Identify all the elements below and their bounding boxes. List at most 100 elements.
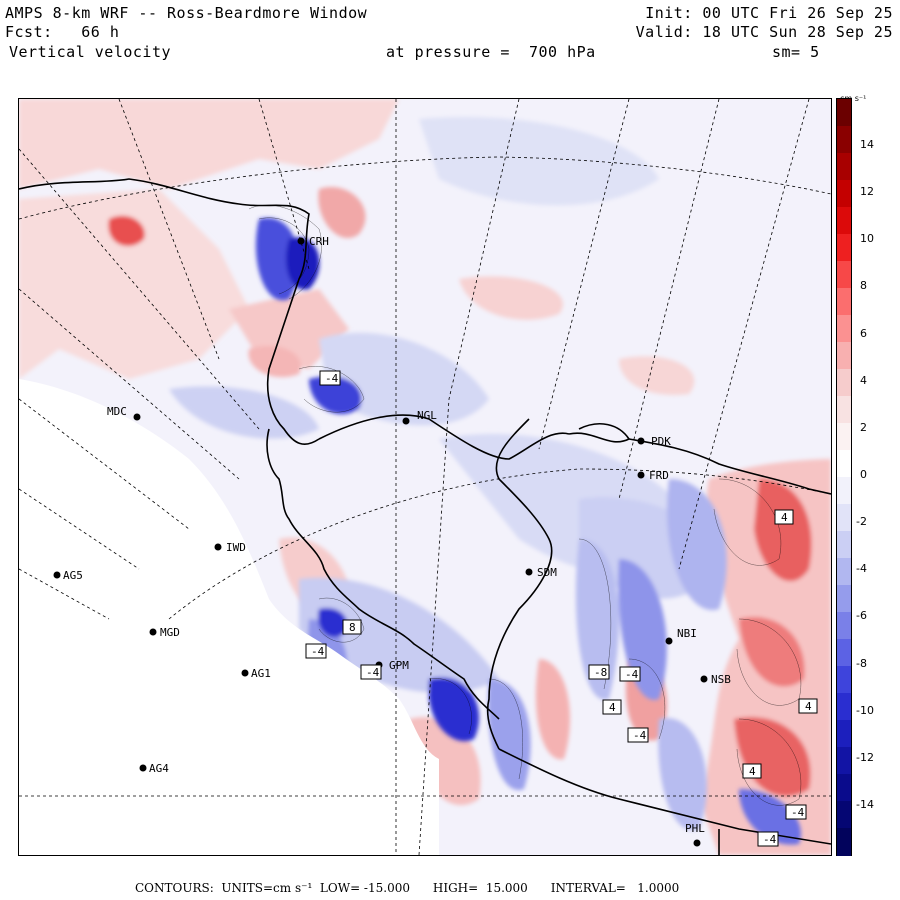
- station-dot-ngl: [402, 417, 410, 425]
- station-label-ngl: NGL: [417, 409, 437, 422]
- colorbar-tick-label: -8: [856, 656, 867, 670]
- colorbar-segment: [837, 234, 851, 262]
- station-dot-ag5: [53, 571, 61, 579]
- svg-text:-4: -4: [633, 729, 647, 742]
- station-label-nbi: NBI: [677, 627, 697, 640]
- svg-text:4: 4: [781, 511, 788, 524]
- svg-text:4: 4: [609, 701, 616, 714]
- colorbar-segment: [837, 639, 851, 667]
- contour-box: -4: [360, 664, 382, 680]
- coastline: [19, 178, 831, 855]
- colorbar-segment: [837, 693, 851, 721]
- svg-text:4: 4: [805, 700, 812, 713]
- station-dot-crh: [297, 237, 305, 245]
- colorbar-tick-label: -4: [856, 562, 867, 576]
- station-dot-sdm: [525, 568, 533, 576]
- station-markers: [53, 237, 708, 847]
- contour-box: 4: [774, 509, 794, 525]
- station-dot-pdk: [637, 437, 645, 445]
- pressure-level: at pressure = 700 hPa: [386, 43, 596, 61]
- colorbar-segment: [837, 288, 851, 316]
- station-label-ag4: AG4: [149, 762, 169, 775]
- station-dot-nsb: [700, 675, 708, 683]
- colorbar-tick-label: -12: [856, 750, 874, 764]
- field-name: Vertical velocity: [9, 43, 172, 61]
- svg-text:-4: -4: [366, 666, 380, 679]
- contour-box: 8: [342, 619, 362, 635]
- station-label-frd: FRD: [649, 469, 669, 482]
- station-label-phl: PHL: [685, 822, 705, 835]
- colorbar-segment: [837, 558, 851, 586]
- colorbar-segment: [837, 828, 851, 856]
- negative-velocity-areas: [169, 117, 801, 845]
- svg-text:-4: -4: [311, 645, 325, 658]
- ice-shelf-nodata: [19, 379, 439, 855]
- contour-box: -4: [619, 666, 641, 682]
- colorbar-segment: [837, 153, 851, 181]
- colorbar-segment: [837, 369, 851, 397]
- colorbar-segment: [837, 396, 851, 424]
- station-labels: MDC NGL PDK FRD IWD AG5 SDM MGD AG1 NBI …: [63, 235, 731, 835]
- colorbar-segment: [837, 180, 851, 208]
- station-label-gpm: GPM: [389, 659, 409, 672]
- station-label-sdm: SDM: [537, 566, 557, 579]
- station-label-crh: CRH: [309, 235, 329, 248]
- init-time: Init: 00 UTC Fri 26 Sep 25: [645, 4, 893, 22]
- colorbar-segment: [837, 423, 851, 451]
- graticule: [19, 99, 831, 855]
- interval-label: INTERVAL= 1.0000: [550, 881, 680, 895]
- station-label-ag1: AG1: [251, 667, 271, 680]
- svg-text:8: 8: [349, 621, 356, 634]
- colorbar-tick-label: 4: [860, 373, 867, 387]
- colorbar-tick-label: 12: [860, 185, 874, 199]
- colorbar-tick-label: 6: [860, 326, 867, 340]
- svg-text:-4: -4: [791, 806, 805, 819]
- svg-text:-4: -4: [763, 833, 777, 846]
- colorbar: [836, 98, 852, 856]
- colorbar-tick-label: 14: [860, 138, 874, 151]
- svg-text:4: 4: [749, 765, 756, 778]
- station-dot-nbi: [665, 637, 673, 645]
- colorbar-tick-label: -10: [856, 703, 874, 717]
- station-label-nsb: NSB: [711, 673, 731, 686]
- colorbar-segment: [837, 666, 851, 694]
- contour-box: 4: [602, 699, 622, 715]
- positive-velocity-areas: [19, 99, 831, 855]
- colorbar-segment: [837, 747, 851, 775]
- colorbar-segment: [837, 531, 851, 559]
- contour-box: 4: [742, 763, 762, 779]
- smoothing-value: sm= 5: [772, 43, 820, 61]
- contour-box: -4: [305, 643, 327, 659]
- forecast-hour: Fcst: 66 h: [5, 23, 120, 41]
- vertical-velocity-map: MDC NGL PDK FRD IWD AG5 SDM MGD AG1 NBI …: [19, 99, 831, 855]
- colorbar-segment: [837, 315, 851, 343]
- colorbar-segment: [837, 774, 851, 802]
- colorbar-segment: [837, 504, 851, 532]
- station-label-iwd: IWD: [226, 541, 246, 554]
- colorbar-segment: [837, 477, 851, 505]
- map-panel[interactable]: MDC NGL PDK FRD IWD AG5 SDM MGD AG1 NBI …: [18, 98, 832, 856]
- colorbar-tick-label: 8: [860, 279, 867, 293]
- station-label-pdk: PDK: [651, 435, 671, 448]
- station-dot-mgd: [149, 628, 157, 636]
- station-label-ag5: AG5: [63, 569, 83, 582]
- station-dot-ag1: [241, 669, 249, 677]
- svg-text:-4: -4: [325, 372, 339, 385]
- colorbar-segment: [837, 801, 851, 829]
- contour-box: 4: [798, 698, 818, 714]
- colorbar-tick-label: 0: [860, 468, 867, 481]
- station-dot-iwd: [214, 543, 222, 551]
- contour-info: CONTOURS: UNITS=cm s⁻¹ LOW= -15.000 HIGH…: [135, 881, 679, 895]
- colorbar-segment: [837, 612, 851, 640]
- colorbar-units: cm s⁻¹: [840, 94, 867, 103]
- low-label: LOW= -15.000: [319, 881, 410, 895]
- colorbar-segment: [837, 207, 851, 235]
- colorbar-segment: [837, 126, 851, 154]
- contours-label: CONTOURS:: [135, 881, 214, 895]
- station-dot-mdc: [133, 413, 141, 421]
- station-dot-phl: [693, 839, 701, 847]
- station-label-mdc: MDC: [107, 405, 127, 418]
- colorbar-segment: [837, 720, 851, 748]
- high-label: HIGH= 15.000: [432, 881, 528, 895]
- colorbar-tick-label: -6: [856, 609, 867, 623]
